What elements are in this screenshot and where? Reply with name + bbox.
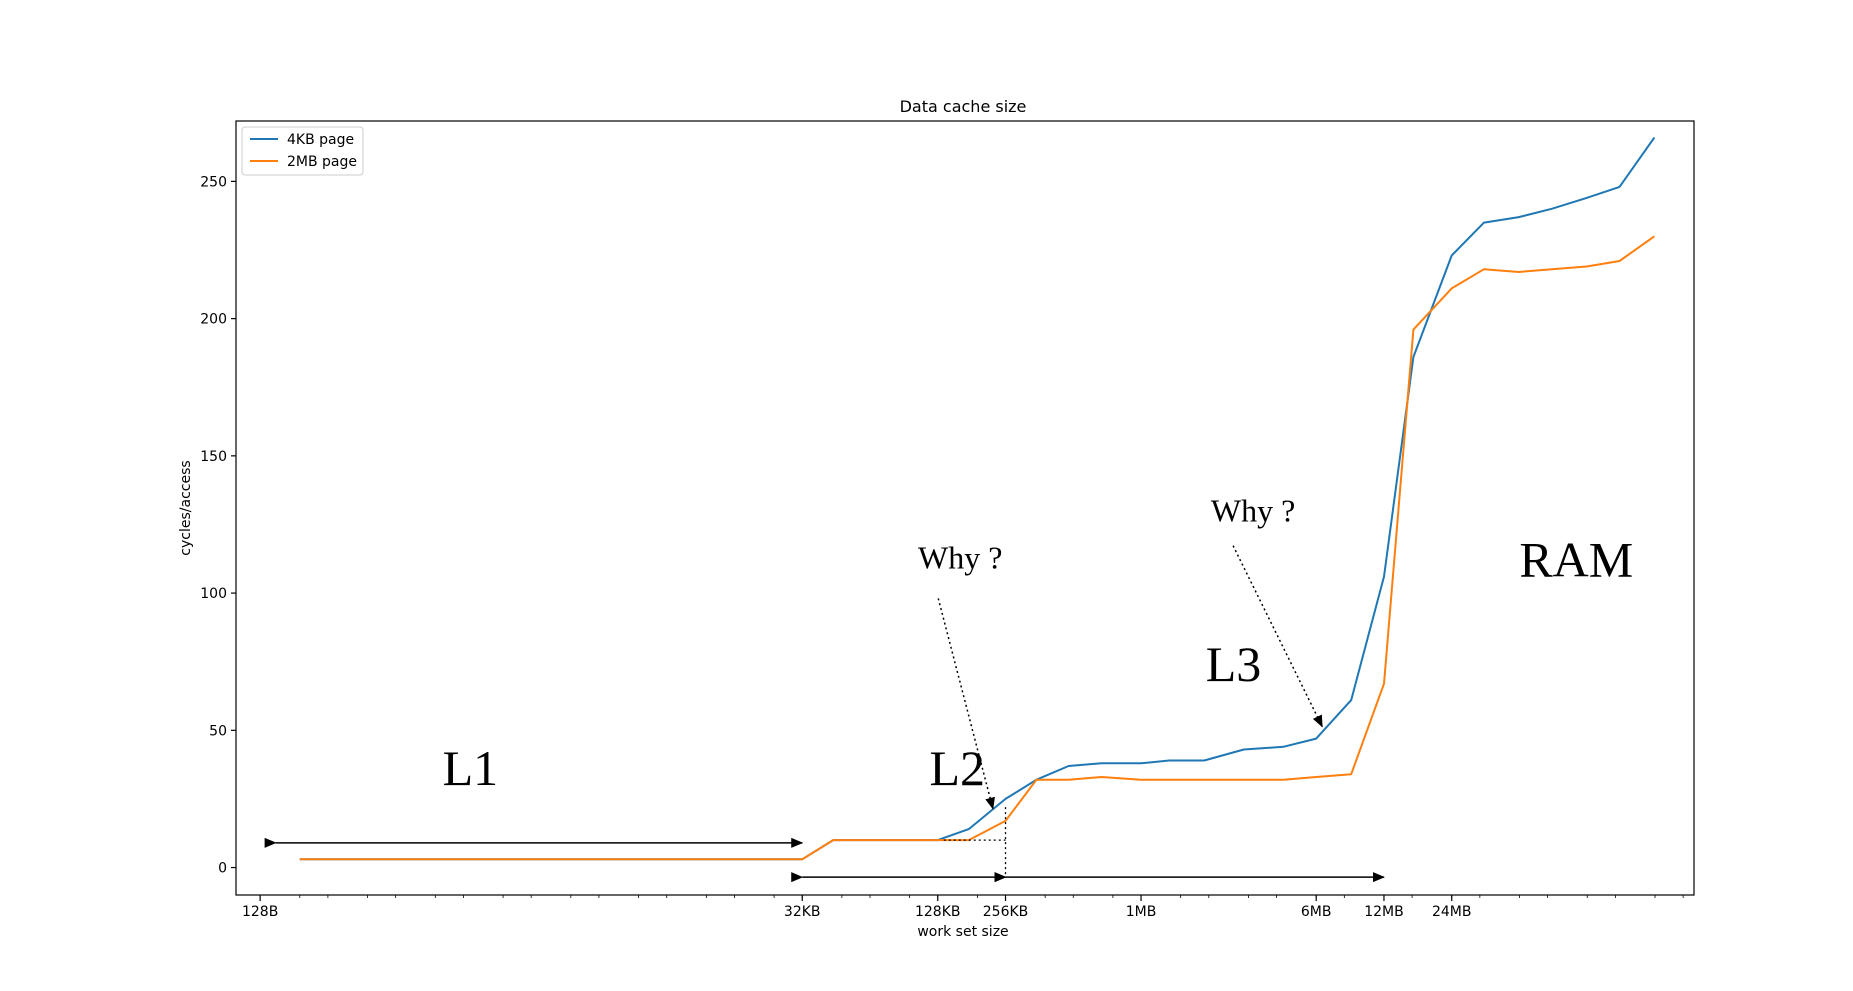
annotation-label: Why ? [1211, 493, 1295, 529]
x-axis: 128B 32KB 128KB 256KB 1MB 6MB 12MB 24MB [242, 895, 1684, 920]
legend: 4KB page 2MB page [241, 126, 364, 176]
y-axis-label: cycles/access [178, 460, 194, 555]
legend-label-2mb: 2MB page [287, 154, 357, 170]
series-line-4kb [299, 136, 1656, 861]
x-tick-label: 6MB [1301, 904, 1332, 920]
y-tick-label: 50 [209, 723, 227, 739]
annotation-label: L2 [929, 740, 985, 796]
why-pointer-l3 [1232, 545, 1323, 728]
y-tick-label: 0 [218, 861, 227, 877]
x-tick-label: 32KB [784, 904, 821, 920]
y-tick-label: 250 [200, 174, 227, 190]
x-axis-label: work set size [917, 924, 1008, 940]
x-tick-label: 128KB [915, 904, 961, 920]
annotation-label: RAM [1519, 532, 1633, 588]
annotation-label: Why ? [918, 539, 1002, 575]
x-tick-label: 256KB [983, 904, 1029, 920]
x-tick-label: 12MB [1364, 904, 1404, 920]
why-pointer-l2 [937, 598, 995, 810]
x-tick-label: 1MB [1126, 904, 1157, 920]
axes-frame [235, 120, 1695, 896]
y-tick-label: 100 [200, 586, 227, 602]
chart-title: Data cache size [900, 97, 1027, 116]
annotation-label: L3 [1206, 636, 1262, 692]
y-axis: 0 50 100 150 200 250 [200, 174, 236, 877]
y-tick-label: 200 [200, 312, 227, 328]
y-tick-label: 150 [200, 449, 227, 465]
annotations: L1 L2 L3 RAM Why ? Why ? [264, 493, 1633, 883]
x-tick-label: 128B [242, 904, 278, 920]
annotation-label: L1 [443, 740, 499, 796]
x-tick-label: 24MB [1432, 904, 1472, 920]
legend-label-4kb: 4KB page [287, 132, 354, 148]
